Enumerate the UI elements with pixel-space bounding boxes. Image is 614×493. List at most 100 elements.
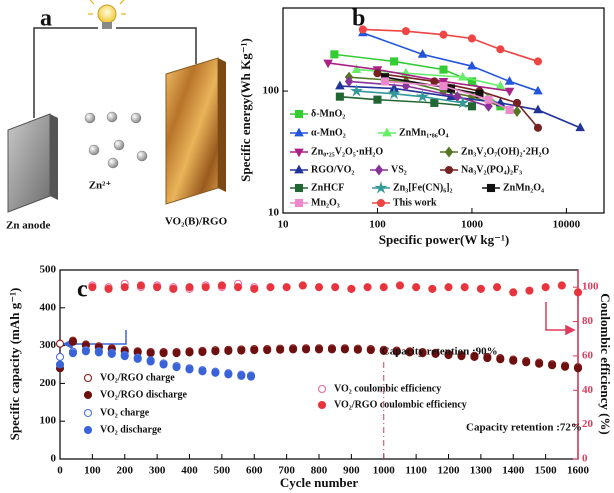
x-tick-label: 900 bbox=[343, 465, 360, 477]
legend-label: Zn₃[Fe(CN)₆]₂ bbox=[393, 182, 453, 193]
data-point bbox=[430, 77, 439, 86]
y-tick-label: 100 bbox=[40, 415, 57, 427]
legend-label: VS₂ bbox=[391, 164, 407, 175]
legend-marker bbox=[83, 408, 93, 418]
series-line bbox=[339, 85, 581, 129]
vo2-cathode bbox=[165, 57, 219, 205]
data-point bbox=[495, 80, 506, 90]
y2-tick-label: 20 bbox=[582, 418, 594, 430]
data-point bbox=[444, 350, 453, 360]
legend-marker bbox=[294, 183, 304, 193]
ion-label: Zn²⁺ bbox=[89, 180, 112, 192]
data-point bbox=[234, 283, 243, 292]
legend-label: VO₂ coulombic efficiency bbox=[334, 383, 441, 394]
series-line bbox=[339, 95, 473, 108]
data-point bbox=[416, 89, 430, 103]
data-point bbox=[81, 347, 90, 356]
legend-marker bbox=[444, 165, 454, 175]
data-point bbox=[159, 360, 168, 369]
y-tick-label: 100 bbox=[263, 85, 280, 97]
data-point bbox=[512, 106, 522, 117]
data-point bbox=[439, 81, 448, 91]
data-point bbox=[358, 25, 367, 34]
data-point bbox=[146, 349, 155, 358]
x-tick-label: 100 bbox=[84, 465, 101, 477]
legend-marker bbox=[83, 425, 93, 435]
data-point bbox=[363, 283, 372, 292]
x-tick-label: 0 bbox=[57, 465, 63, 477]
data-point bbox=[237, 371, 246, 380]
data-point bbox=[104, 284, 113, 293]
data-point bbox=[335, 92, 344, 101]
data-point bbox=[211, 368, 220, 377]
data-point bbox=[379, 346, 388, 355]
data-point bbox=[496, 355, 505, 364]
legend-marker bbox=[374, 164, 384, 176]
data-point bbox=[94, 348, 103, 357]
data-point bbox=[509, 356, 518, 365]
data-point bbox=[185, 283, 194, 292]
y-tick-label: 0 bbox=[51, 453, 57, 465]
data-point bbox=[467, 102, 476, 111]
data-point bbox=[276, 345, 285, 354]
panel-label: b bbox=[352, 6, 365, 32]
data-point bbox=[439, 30, 448, 39]
bulb-rays bbox=[88, 0, 126, 15]
data-point bbox=[55, 360, 65, 369]
bulb bbox=[97, 4, 117, 24]
legend-label: ZnMn₁.₈₆O₄ bbox=[399, 127, 449, 138]
data-point bbox=[224, 370, 233, 379]
y-tick-label: 400 bbox=[40, 301, 57, 313]
data-point bbox=[330, 50, 339, 59]
data-point bbox=[470, 352, 479, 361]
legend-marker bbox=[294, 109, 304, 119]
x-tick-label: 1000 bbox=[373, 465, 396, 477]
data-point bbox=[340, 345, 349, 354]
data-point bbox=[266, 283, 275, 292]
x-axis-title: Specific power(W kg⁻¹) bbox=[379, 232, 509, 247]
wire bbox=[116, 27, 197, 64]
legend-marker bbox=[376, 198, 386, 208]
data-point bbox=[351, 64, 362, 73]
data-point bbox=[366, 346, 375, 355]
data-point bbox=[373, 95, 382, 104]
data-point bbox=[185, 348, 194, 357]
x-tick-label: 1400 bbox=[502, 465, 525, 477]
data-point bbox=[282, 283, 291, 292]
zn-anode bbox=[7, 113, 51, 213]
series-line bbox=[356, 68, 501, 87]
y2-tick-label: 100 bbox=[582, 281, 599, 293]
y2-tick-label: 60 bbox=[582, 349, 594, 361]
legend-label: This work bbox=[393, 197, 437, 208]
y-axis-title: Specific energy(Wh Kg⁻¹) bbox=[238, 38, 253, 182]
data-point bbox=[395, 281, 404, 290]
data-point bbox=[55, 339, 65, 348]
data-point bbox=[201, 283, 210, 292]
legend-label: VO₂/RGO discharge bbox=[100, 389, 188, 400]
x-tick-label: 500 bbox=[214, 465, 231, 477]
x-axis-title: Cycle number bbox=[280, 475, 359, 490]
x-tick-label: 100 bbox=[369, 219, 386, 231]
data-point bbox=[483, 354, 492, 363]
panel-label: a bbox=[40, 6, 52, 32]
data-point bbox=[456, 96, 470, 109]
data-point bbox=[120, 283, 129, 292]
legend-marker bbox=[486, 183, 496, 193]
data-point bbox=[493, 283, 502, 292]
x-tick-label: 1000 bbox=[461, 219, 484, 231]
data-point bbox=[185, 365, 194, 374]
data-point bbox=[573, 364, 583, 373]
data-point bbox=[401, 27, 410, 36]
y2-tick-label: 0 bbox=[582, 453, 588, 465]
zn-anode-side bbox=[50, 114, 58, 200]
data-point bbox=[347, 284, 356, 293]
x-tick-label: 10 bbox=[278, 219, 290, 231]
data-point bbox=[418, 349, 427, 358]
data-point bbox=[250, 284, 259, 293]
data-point bbox=[541, 283, 550, 292]
plot-frame bbox=[282, 7, 605, 214]
data-point bbox=[172, 363, 181, 372]
data-point bbox=[327, 345, 337, 354]
legend-label: Na₃V₂(PO₄)₂F₃ bbox=[461, 164, 522, 175]
